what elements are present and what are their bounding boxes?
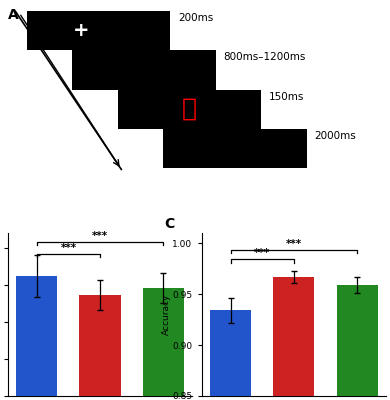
Text: 800ms–1200ms: 800ms–1200ms [223, 52, 306, 62]
Text: ***: *** [60, 243, 76, 253]
Bar [273, 277, 314, 400]
Text: 2000ms: 2000ms [314, 131, 356, 141]
Text: ***: *** [286, 239, 302, 249]
Text: A: A [8, 8, 19, 22]
Bar [117, 90, 261, 129]
Bar [72, 50, 216, 90]
Text: +: + [73, 21, 90, 40]
Bar [27, 11, 170, 50]
Text: 200ms: 200ms [178, 13, 213, 23]
Text: ***: *** [254, 248, 270, 258]
Bar [16, 276, 57, 400]
Bar [143, 288, 184, 400]
Bar [337, 285, 378, 400]
Bar [210, 310, 251, 400]
Text: ***: *** [92, 231, 108, 241]
Text: 150ms: 150ms [269, 92, 304, 102]
Text: 绿: 绿 [182, 97, 197, 121]
Y-axis label: Accuracy: Accuracy [162, 294, 171, 335]
Bar [80, 295, 121, 400]
Bar [163, 129, 307, 168]
Text: C: C [165, 217, 175, 231]
